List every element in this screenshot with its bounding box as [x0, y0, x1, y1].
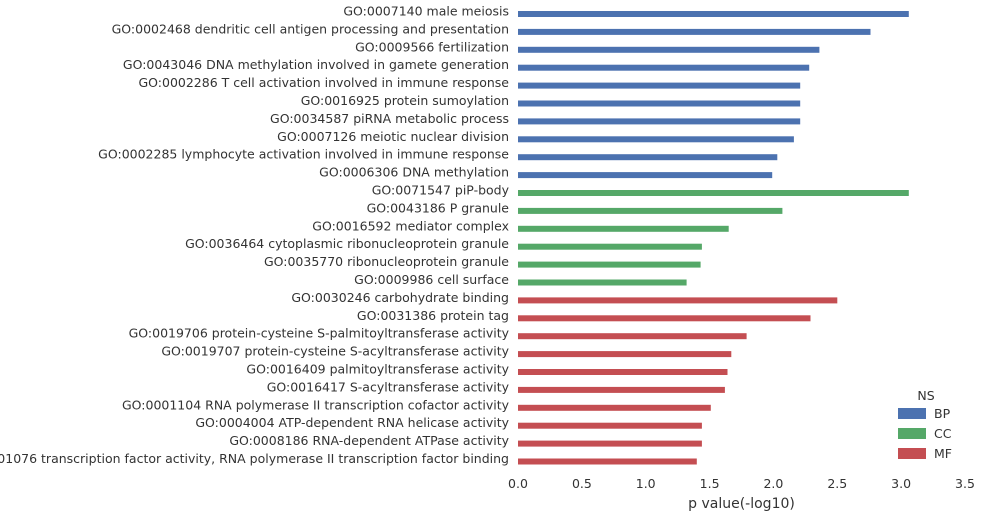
category-label: GO:0016592 mediator complex [312, 218, 509, 233]
category-labels: GO:0007140 male meiosis GO:0002468 dendri… [0, 4, 510, 467]
category-label: GO:0043046 DNA methylation involved in g… [123, 57, 509, 72]
x-tick-label: 2.0 [763, 476, 783, 491]
legend-swatch-mf [898, 448, 926, 459]
category-label: GO:0019706 protein-cysteine S-palmitoylt… [129, 326, 510, 341]
x-tick-label: 2.5 [827, 476, 847, 491]
bar-cc [518, 279, 687, 286]
bar-bp [518, 136, 794, 143]
category-label: GO:0002285 lymphocyte activation involve… [98, 147, 509, 162]
category-label: GO:0009986 cell surface [354, 272, 509, 287]
legend-label-bp: BP [934, 406, 951, 421]
category-label: GO:0071547 piP-body [372, 183, 510, 198]
category-label: GO:0034587 piRNA metabolic process [270, 111, 509, 126]
category-label: GO:0006306 DNA methylation [319, 165, 509, 180]
bar-bp [518, 28, 871, 35]
legend-swatch-bp [898, 408, 926, 419]
category-label: GO:0002468 dendritic cell antigen proces… [112, 21, 509, 36]
bar-cc [518, 243, 702, 250]
category-label: GO:0002286 T cell activation involved in… [138, 75, 509, 90]
x-tick-label: 0.5 [572, 476, 592, 491]
category-label: GO:0007126 meiotic nuclear division [277, 129, 509, 144]
bar-mf [518, 351, 732, 358]
x-tick-label: 0.0 [508, 476, 528, 491]
x-tick-label: 1.5 [700, 476, 720, 491]
x-tick-label: 3.0 [891, 476, 911, 491]
category-label: GO:0036464 cytoplasmic ribonucleoprotein… [185, 236, 509, 251]
category-label: GO:0008186 RNA-dependent ATPase activity [229, 433, 509, 448]
category-label: GO:0001104 RNA polymerase II transcripti… [122, 397, 510, 412]
category-label: GO:0031386 protein tag [357, 308, 509, 323]
category-label: GO:0043186 P granule [367, 200, 510, 215]
category-label: GO:0007140 male meiosis [343, 4, 509, 19]
category-label: GO:0009566 fertilization [355, 39, 509, 54]
category-label: GO:0019707 protein-cysteine S-acyltransf… [161, 344, 509, 359]
category-label: GO:0001076 transcription factor activity… [0, 451, 509, 466]
bar-bp [518, 64, 810, 71]
bar-bp [518, 154, 778, 161]
category-label: GO:0016417 S-acyltransferase activity [267, 379, 510, 394]
bar-mf [518, 297, 838, 304]
x-tick-label: 1.0 [636, 476, 656, 491]
x-axis-label: p value(-log10) [688, 496, 795, 512]
bar-mf [518, 386, 725, 393]
category-label: GO:0004004 ATP-dependent RNA helicase ac… [195, 415, 509, 430]
bar-mf [518, 422, 702, 429]
bar-cc [518, 261, 701, 268]
bar-bp [518, 100, 801, 107]
x-tick-label: 3.5 [955, 476, 975, 491]
bar-mf [518, 369, 728, 375]
bar-bp [518, 11, 909, 17]
bar-mf [518, 458, 697, 465]
bar-bp [518, 118, 801, 125]
bar-mf [518, 440, 702, 447]
bar-cc [518, 190, 909, 196]
bar-cc [518, 207, 783, 214]
legend-label-cc: CC [934, 426, 952, 441]
category-label: GO:0016409 palmitoyltransferase activity [246, 362, 509, 377]
legend-label-mf: MF [934, 446, 952, 461]
bar-mf [518, 315, 811, 322]
legend-swatch-cc [898, 428, 926, 439]
bars-layer [518, 11, 909, 465]
bar-bp [518, 82, 801, 89]
legend[interactable]: NS BP CC MF [898, 388, 952, 461]
category-label: GO:0030246 carbohydrate binding [291, 290, 509, 305]
bar-mf [518, 333, 747, 340]
category-label: GO:0016925 protein sumoylation [301, 93, 509, 108]
bar-bp [518, 46, 820, 53]
legend-title: NS [917, 388, 934, 403]
bar-bp [518, 172, 773, 179]
x-axis-ticks: 0.0 0.5 1.0 1.5 2.0 2.5 3.0 3.5 [508, 476, 975, 491]
bar-mf [518, 404, 711, 411]
category-label: GO:0035770 ribonucleoprotein granule [264, 254, 509, 269]
bar-cc [518, 225, 729, 232]
